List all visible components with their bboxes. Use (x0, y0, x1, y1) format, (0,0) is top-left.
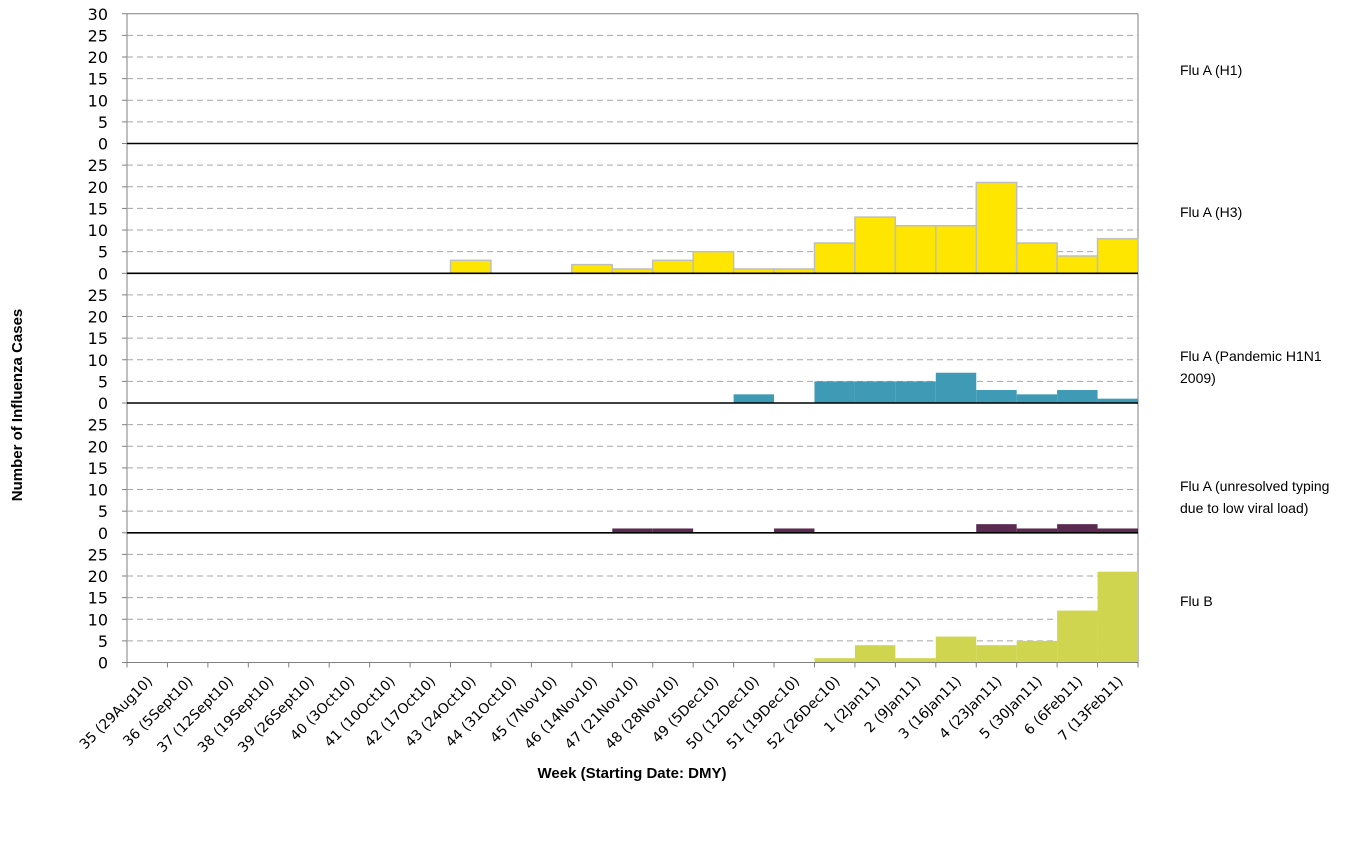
bar (854, 381, 896, 403)
y-tick-label: 15 (88, 199, 108, 218)
y-tick-label: 20 (88, 48, 108, 67)
bar (976, 524, 1017, 533)
bar (1016, 394, 1058, 403)
panel-labels: Flu A (H1) Flu A (H3) Flu A (Pandemic H1N1… (1180, 62, 1329, 609)
y-tick-label: 20 (88, 567, 108, 586)
y-tick-label: 15 (88, 589, 108, 608)
y-tick-label: 25 (88, 545, 108, 564)
bar (774, 528, 815, 533)
y-tick-label: 0 (98, 524, 108, 543)
bar (935, 224, 977, 275)
series-label: Flu A (unresolved typing (1180, 478, 1329, 494)
bar (1057, 524, 1098, 533)
bar (854, 216, 897, 275)
bar (895, 381, 936, 403)
y-tick-label: 0 (98, 264, 108, 283)
bar (1016, 528, 1058, 533)
bar (975, 181, 1018, 275)
bar (651, 259, 694, 275)
bar (854, 645, 896, 663)
bar (449, 259, 492, 275)
y-tick-label: 25 (88, 26, 108, 45)
y-tick-label: 10 (88, 221, 108, 240)
x-tick-label: 50 (12Dec10) (684, 674, 763, 753)
x-tick-label: 42 (17Oct10) (362, 674, 439, 751)
y-tick-label: 0 (98, 394, 108, 413)
series-label: Flu B (1180, 593, 1213, 609)
bar (1097, 571, 1138, 663)
bar (935, 636, 977, 663)
bar (1057, 610, 1098, 663)
bar (976, 645, 1017, 663)
series-label: due to low viral load) (1180, 500, 1308, 516)
y-tick-label: 5 (98, 243, 108, 262)
y-axis-title: Number of Influenza Cases (9, 309, 26, 502)
bar (935, 372, 977, 403)
y-tick-label: 15 (88, 329, 108, 348)
y-tick-label: 25 (88, 156, 108, 175)
y-tick-label: 10 (88, 91, 108, 110)
gridlines (122, 13, 1139, 668)
series-label: Flu A (H1) (1180, 62, 1242, 78)
y-tick-label: 15 (88, 70, 108, 89)
bar (976, 390, 1017, 403)
y-tick-label: 10 (88, 610, 108, 629)
x-tick-label: 41 (10Oct10) (322, 674, 399, 751)
x-axis-title: Week (Starting Date: DMY) (538, 765, 727, 782)
bar (895, 658, 936, 663)
series-label: Flu A (H3) (1180, 204, 1242, 220)
y-tick-label: 5 (98, 372, 108, 391)
x-tick-label: 44 (31Oct10) (443, 674, 520, 751)
bar (1057, 390, 1098, 403)
bar (1097, 398, 1138, 403)
y-tick-label: 15 (88, 459, 108, 478)
y-tick-label: 5 (98, 632, 108, 651)
x-tick-label: 43 (24Oct10) (402, 674, 479, 751)
bar (571, 263, 614, 275)
y-tick-label: 25 (88, 416, 108, 435)
y-tick-label: 0 (98, 135, 108, 154)
y-tick-label: 10 (88, 481, 108, 500)
bar (692, 250, 735, 275)
y-tick-label: 5 (98, 113, 108, 132)
x-tick-label: 52 (26Dec10) (764, 674, 843, 753)
x-tick-label: 51 (19Dec10) (724, 674, 803, 753)
bar (1097, 528, 1138, 533)
bar (612, 528, 653, 533)
x-tick-labels: 35 (29Aug10)36 (5Sept10)37 (12Sept10)38 … (77, 674, 1127, 757)
series-label: Flu A (Pandemic H1N1 (1180, 348, 1322, 364)
y-tick-label: 5 (98, 502, 108, 521)
bar (1015, 242, 1058, 275)
y-tick-label: 30 (88, 5, 108, 24)
bars (449, 181, 1139, 663)
bar (1096, 237, 1139, 275)
y-tick-label: 25 (88, 286, 108, 305)
y-tick-label: 20 (88, 308, 108, 327)
bar (894, 224, 937, 275)
bar (1016, 640, 1058, 663)
y-tick-label: 20 (88, 178, 108, 197)
bar (814, 658, 855, 663)
y-tick-label: 0 (98, 654, 108, 673)
bar (652, 528, 694, 533)
bar (814, 381, 855, 403)
y-tick-label: 20 (88, 437, 108, 456)
y-tick-label: 10 (88, 351, 108, 370)
bar (813, 242, 856, 275)
x-tick-label: 36 (5Sept10) (120, 674, 196, 750)
bar (1056, 255, 1099, 275)
series-label: 2009) (1180, 370, 1216, 386)
baselines (127, 142, 1138, 663)
bar (733, 394, 775, 403)
y-tick-labels: 0 5 10 15 20 25 30 0 5 10 15 20 25 0 5 10 15 20 25 0 5 10 15 20… (88, 5, 108, 673)
